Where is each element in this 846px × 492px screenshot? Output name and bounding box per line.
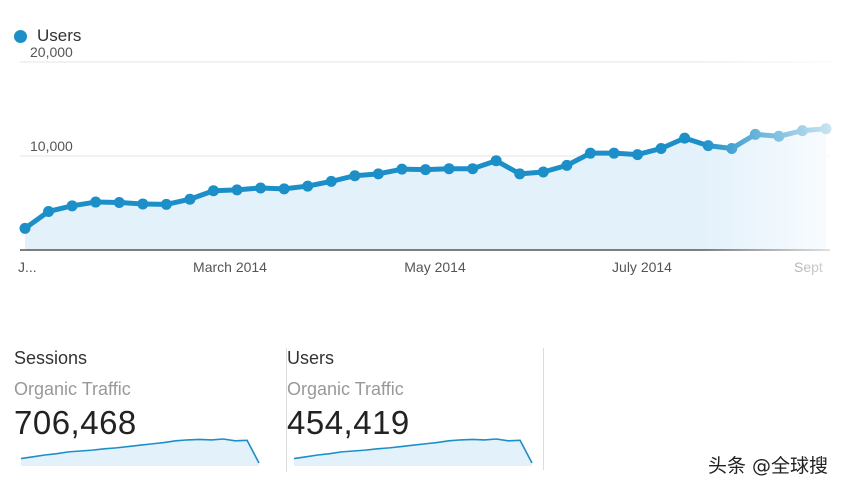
data-point[interactable] xyxy=(702,140,714,152)
x-tick-label: July 2014 xyxy=(612,259,672,275)
card-divider xyxy=(543,348,544,470)
data-point[interactable] xyxy=(66,200,78,212)
users-card[interactable]: Users Organic Traffic 454,419 xyxy=(286,348,543,472)
data-point[interactable] xyxy=(420,164,431,176)
data-point[interactable] xyxy=(679,132,691,144)
data-point[interactable] xyxy=(19,222,31,234)
area-fill xyxy=(25,128,826,250)
chart-legend[interactable]: Users xyxy=(14,26,81,46)
data-point[interactable] xyxy=(537,166,549,178)
data-point[interactable] xyxy=(349,170,361,182)
data-point[interactable] xyxy=(490,155,502,167)
data-point[interactable] xyxy=(90,196,102,208)
data-point[interactable] xyxy=(137,198,149,210)
spark-line xyxy=(293,438,533,464)
data-point[interactable] xyxy=(561,159,573,171)
y-tick-label: 20,000 xyxy=(30,44,73,60)
legend-dot-icon xyxy=(14,29,27,43)
y-tick-label: 10,000 xyxy=(30,138,73,154)
card-title: Sessions xyxy=(14,348,88,368)
spark-area xyxy=(21,439,259,466)
sessions-card[interactable]: Sessions Organic Traffic 706,468 xyxy=(14,348,270,472)
data-point[interactable] xyxy=(278,183,290,195)
watermark: 头条 @全球搜 xyxy=(707,455,828,477)
x-tick-label: J... xyxy=(18,259,37,275)
data-point[interactable] xyxy=(632,149,644,161)
data-point[interactable] xyxy=(584,147,596,159)
sessions-sparkline xyxy=(20,438,260,466)
data-point[interactable] xyxy=(255,182,267,194)
data-point[interactable] xyxy=(231,184,243,196)
users-line-chart[interactable]: 10,000 20,000 J... March 2014 May 2014 July 2… xyxy=(0,0,846,300)
card-title: Users xyxy=(287,348,335,368)
x-tick-label: May 2014 xyxy=(404,259,466,275)
data-point[interactable] xyxy=(325,175,337,187)
data-point[interactable] xyxy=(443,163,455,175)
card-subtitle: Organic Traffic xyxy=(14,379,131,399)
data-point[interactable] xyxy=(43,205,55,217)
data-point[interactable] xyxy=(514,168,526,180)
data-point[interactable] xyxy=(467,163,479,175)
data-point[interactable] xyxy=(749,128,761,140)
data-point[interactable] xyxy=(113,197,125,209)
spark-area xyxy=(294,439,532,466)
data-point[interactable] xyxy=(726,142,738,154)
card-value: 454,419 xyxy=(287,404,410,441)
users-sparkline xyxy=(293,438,533,466)
data-point[interactable] xyxy=(372,168,384,180)
legend-label: Users xyxy=(37,26,82,45)
x-tick-label: March 2014 xyxy=(193,259,267,275)
data-point[interactable] xyxy=(207,185,219,197)
data-point[interactable] xyxy=(820,123,832,135)
data-point[interactable] xyxy=(396,163,408,175)
data-point[interactable] xyxy=(773,130,785,142)
data-point[interactable] xyxy=(160,198,172,210)
data-point[interactable] xyxy=(608,147,620,159)
data-point[interactable] xyxy=(302,180,314,192)
data-point[interactable] xyxy=(655,142,667,154)
x-tick-label: Sept xyxy=(794,259,823,275)
data-point[interactable] xyxy=(796,125,808,137)
data-point[interactable] xyxy=(184,193,196,205)
card-value: 706,468 xyxy=(14,404,137,441)
spark-line xyxy=(20,438,260,464)
card-subtitle: Organic Traffic xyxy=(287,379,404,399)
